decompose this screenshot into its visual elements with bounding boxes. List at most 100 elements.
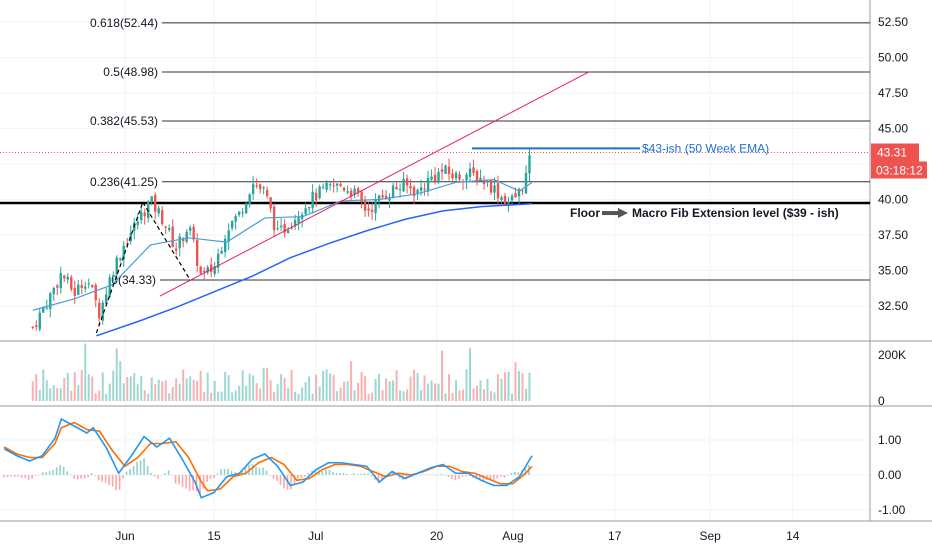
- macd-histogram-bar: [272, 475, 275, 479]
- candle-body: [223, 238, 227, 253]
- macd-histogram-bar: [465, 475, 467, 477]
- macd-histogram-bar: [314, 470, 317, 475]
- volume-bar: [112, 370, 115, 401]
- macd-histogram-bar: [188, 475, 191, 492]
- candle-body: [234, 216, 237, 222]
- macd-signal-line: [3, 421, 533, 492]
- macd-histogram-bar: [262, 467, 264, 475]
- volume-axis-tick-label: 200K: [878, 348, 906, 362]
- time-axis-tick-label: 20: [430, 529, 444, 543]
- time-axis-tick-label: Jul: [308, 529, 323, 543]
- volume-bar: [245, 385, 248, 401]
- volume-bar: [238, 385, 241, 401]
- macd-histogram-bar: [3, 475, 5, 478]
- volume-axis-tick-label: 0: [878, 394, 885, 408]
- ema-annotation-label: $43-ish (50 Week EMA): [642, 141, 769, 155]
- candle-body: [199, 266, 202, 274]
- macd-histogram-bar: [157, 475, 159, 479]
- macd-histogram-bar: [90, 473, 93, 475]
- volume-bar: [98, 390, 101, 401]
- candle-body: [335, 183, 339, 186]
- macd-histogram-bar: [493, 475, 495, 480]
- macd-histogram-bar: [391, 471, 394, 475]
- macd-histogram-bar: [451, 475, 453, 479]
- macd-histogram-bar: [6, 475, 9, 477]
- macd-histogram-bar: [111, 475, 114, 487]
- candle-body: [101, 302, 104, 321]
- candle-body: [119, 258, 122, 260]
- candle-body: [381, 195, 384, 198]
- macd-histogram-bar: [76, 475, 79, 480]
- time-axis-tick-label: Sep: [699, 529, 721, 543]
- macd-histogram-bar: [66, 471, 68, 475]
- candle-body: [157, 208, 160, 214]
- candle-body: [444, 165, 447, 174]
- macd-histogram-bar: [503, 475, 506, 478]
- macd-histogram-bar: [185, 475, 187, 489]
- candle-body: [363, 200, 367, 211]
- volume-bar: [332, 375, 335, 401]
- volume-bar: [413, 369, 416, 401]
- macd-histogram-bar: [129, 468, 131, 475]
- candle-body: [241, 212, 244, 214]
- macd-histogram-bar: [69, 474, 72, 476]
- time-axis-tick-label: Jun: [115, 529, 134, 543]
- macd-histogram-bar: [45, 472, 47, 475]
- volume-bar: [518, 371, 521, 401]
- candle-body: [342, 187, 346, 191]
- candle-body: [332, 185, 335, 187]
- volume-bar: [521, 373, 524, 401]
- volume-bar: [255, 383, 258, 401]
- macd-histogram-bar: [52, 469, 54, 475]
- volume-bar: [66, 372, 69, 401]
- volume-bar: [448, 374, 451, 401]
- macd-histogram-bar: [258, 468, 261, 475]
- volume-bar: [441, 350, 444, 401]
- volume-bar: [266, 368, 269, 401]
- price-axis-tick-label: 47.50: [878, 86, 908, 100]
- candle-body: [237, 211, 241, 215]
- macd-histogram-bar: [255, 466, 257, 475]
- volume-bar: [143, 390, 146, 401]
- volume-bar: [73, 372, 76, 401]
- macd-histogram-bar: [265, 470, 268, 475]
- macd-histogram-bar: [293, 475, 296, 484]
- candle-body: [122, 245, 125, 260]
- candle-body: [524, 172, 528, 194]
- macd-histogram-bar: [55, 467, 58, 475]
- candle-body: [440, 169, 444, 173]
- volume-bar: [339, 387, 342, 401]
- macd-histogram-bar: [227, 468, 229, 475]
- macd-histogram-bar: [444, 474, 446, 476]
- candle-body: [419, 187, 423, 191]
- volume-bar: [287, 388, 290, 401]
- volume-bar: [427, 383, 430, 401]
- volume-bar: [514, 362, 517, 401]
- candle-body: [258, 184, 262, 190]
- candle-body: [496, 183, 500, 199]
- candle-body: [269, 197, 272, 209]
- volume-bar: [252, 375, 255, 401]
- volume-bar: [416, 372, 419, 401]
- volume-bar: [217, 391, 220, 401]
- macd-histogram-bar: [87, 475, 89, 478]
- macd-histogram-bar: [181, 475, 184, 488]
- volume-bar: [31, 381, 34, 401]
- candle-body: [412, 187, 416, 197]
- candle-body: [185, 231, 188, 243]
- candle-body: [514, 193, 517, 198]
- macd-histogram-bar: [454, 475, 457, 481]
- candle-body: [489, 180, 493, 193]
- macd-histogram-bar: [20, 475, 23, 478]
- volume-bar: [80, 369, 83, 401]
- candle-body: [227, 230, 230, 242]
- volume-bar: [122, 383, 125, 401]
- macd-histogram-bar: [108, 475, 110, 485]
- macd-histogram-bar: [115, 475, 117, 491]
- volume-bar: [528, 372, 531, 401]
- volume-bar: [350, 361, 353, 401]
- volume-bar: [56, 388, 59, 401]
- candle-body: [98, 302, 101, 319]
- volume-bar: [234, 390, 237, 401]
- macd-histogram-bar: [370, 475, 373, 477]
